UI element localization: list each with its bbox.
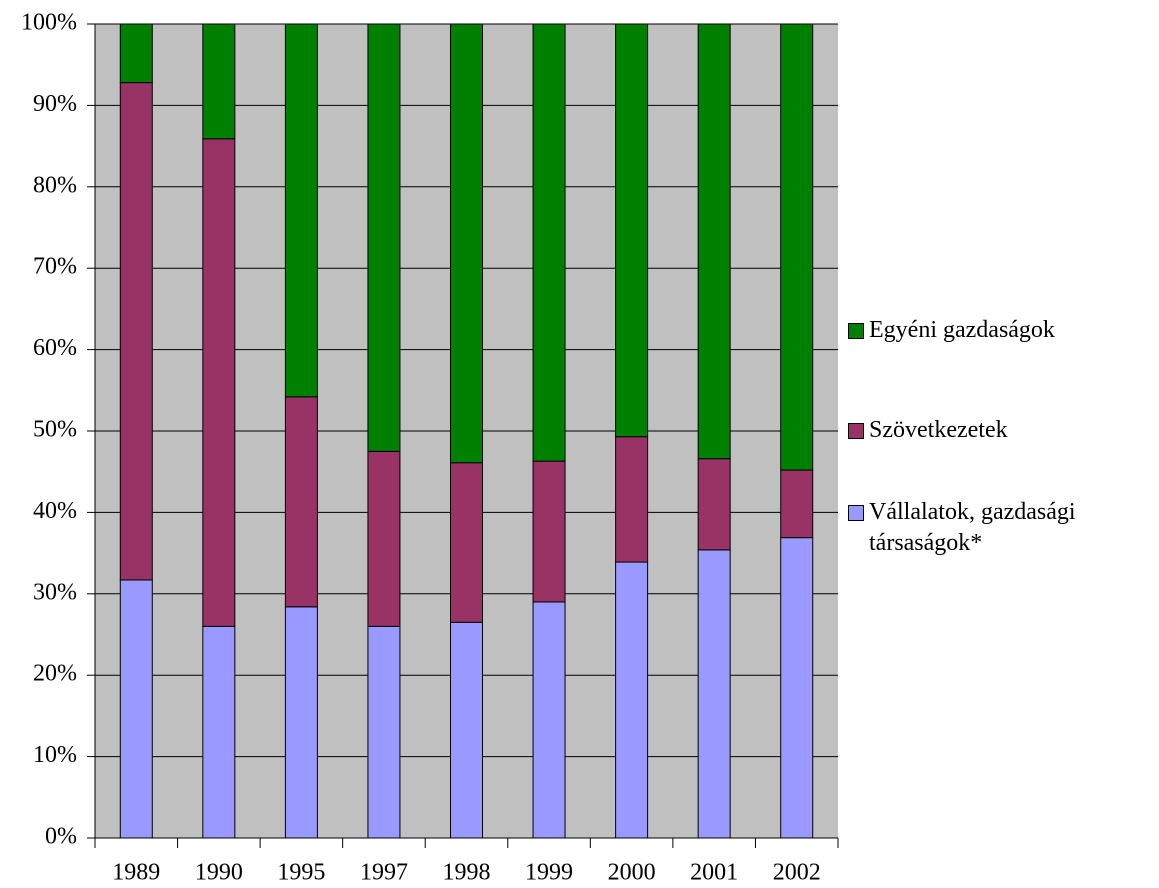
bar-segment [119, 579, 153, 839]
bar-segment [119, 82, 153, 581]
y-tick-label: 10% [33, 742, 77, 768]
x-tick-label: 1997 [360, 860, 408, 886]
legend-label: Vállalatok, gazdasági társaságok* [869, 499, 1076, 556]
bar-segment [615, 436, 649, 563]
y-tick-label: 80% [33, 172, 77, 198]
bar-segment [532, 23, 566, 462]
legend-swatch [848, 423, 864, 439]
bar-segment [532, 601, 566, 839]
bar-segment [615, 561, 649, 839]
x-tick-label: 1998 [443, 860, 491, 886]
x-tick-label: 2000 [608, 860, 656, 886]
bar-segment [780, 23, 814, 471]
bar-segment [119, 23, 153, 84]
y-tick-label: 60% [33, 335, 77, 361]
bar-segment [450, 462, 483, 623]
legend-item: Szövetkezetek [848, 415, 1157, 446]
bar-segment [284, 396, 318, 608]
y-tick-label: 30% [33, 579, 77, 605]
y-tick-label: 100% [21, 10, 77, 36]
legend-item: Egyéni gazdaságok [848, 315, 1157, 346]
y-tick-label: 90% [33, 91, 77, 117]
bar-segment [450, 23, 483, 464]
y-tick-label: 20% [33, 661, 77, 687]
bar-segment [697, 458, 731, 551]
x-tick-label: 1995 [277, 860, 325, 886]
bar-segment [697, 23, 731, 460]
bar-segment [202, 23, 236, 140]
bar-segment [284, 23, 318, 398]
x-tick-label: 1990 [195, 860, 243, 886]
y-tick-label: 50% [33, 417, 77, 443]
bar-segment [780, 537, 814, 839]
legend-swatch [848, 505, 864, 521]
bar-segment [697, 549, 731, 839]
bar-segment [202, 138, 236, 627]
y-tick-label: 0% [45, 824, 77, 850]
y-tick-label: 70% [33, 254, 77, 280]
bar-segment [367, 23, 401, 452]
y-tick-label: 40% [33, 498, 77, 524]
x-tick-label: 2002 [773, 860, 821, 886]
x-tick-label: 2001 [690, 860, 738, 886]
bar-segment [780, 469, 814, 539]
legend-item: Vállalatok, gazdasági társaságok* [848, 497, 1157, 559]
bar-segment [615, 23, 649, 438]
bar-segment [450, 621, 483, 839]
legend-label: Szövetkezetek [869, 417, 1008, 443]
bar-segment [284, 606, 318, 839]
x-tick-label: 1989 [112, 860, 160, 886]
x-tick-label: 1999 [525, 860, 573, 886]
bar-segment [367, 625, 401, 839]
bar-segment [367, 450, 401, 627]
legend-label: Egyéni gazdaságok [869, 317, 1055, 343]
bar-segment [202, 625, 236, 839]
bar-segment [532, 460, 566, 603]
legend-swatch [848, 323, 864, 339]
